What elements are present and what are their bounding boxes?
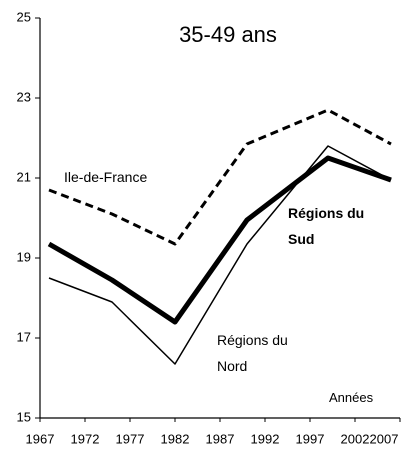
x-tick-label: 2002 (341, 431, 370, 446)
x-tick-label: 1967 (26, 431, 55, 446)
y-tick-label: 19 (17, 249, 31, 264)
y-tick-label: 17 (17, 329, 31, 344)
x-tick-label: 1992 (251, 431, 280, 446)
chart-title: 35-49 ans (179, 22, 277, 47)
x-tick-label: 1997 (296, 431, 325, 446)
series-label: Régions du Nord (217, 332, 288, 374)
x-tick-label: 1982 (161, 431, 190, 446)
x-tick-label: 1987 (206, 431, 235, 446)
series-line (48, 145, 392, 365)
y-tick-label: 21 (17, 169, 31, 184)
series-label: Ile-de-France (64, 169, 148, 185)
y-tick-label: 23 (17, 89, 31, 104)
x-tick-label: 1972 (71, 431, 100, 446)
y-tick-label: 25 (17, 9, 31, 24)
y-tick-label: 15 (17, 409, 31, 424)
series-label: Régions du Sud (288, 205, 365, 247)
x-tick-label: 2007 (370, 431, 399, 446)
series-line (48, 108, 392, 246)
series-line (47, 155, 392, 325)
x-tick-label: 1977 (116, 431, 145, 446)
x-axis-label: Années (329, 390, 374, 405)
